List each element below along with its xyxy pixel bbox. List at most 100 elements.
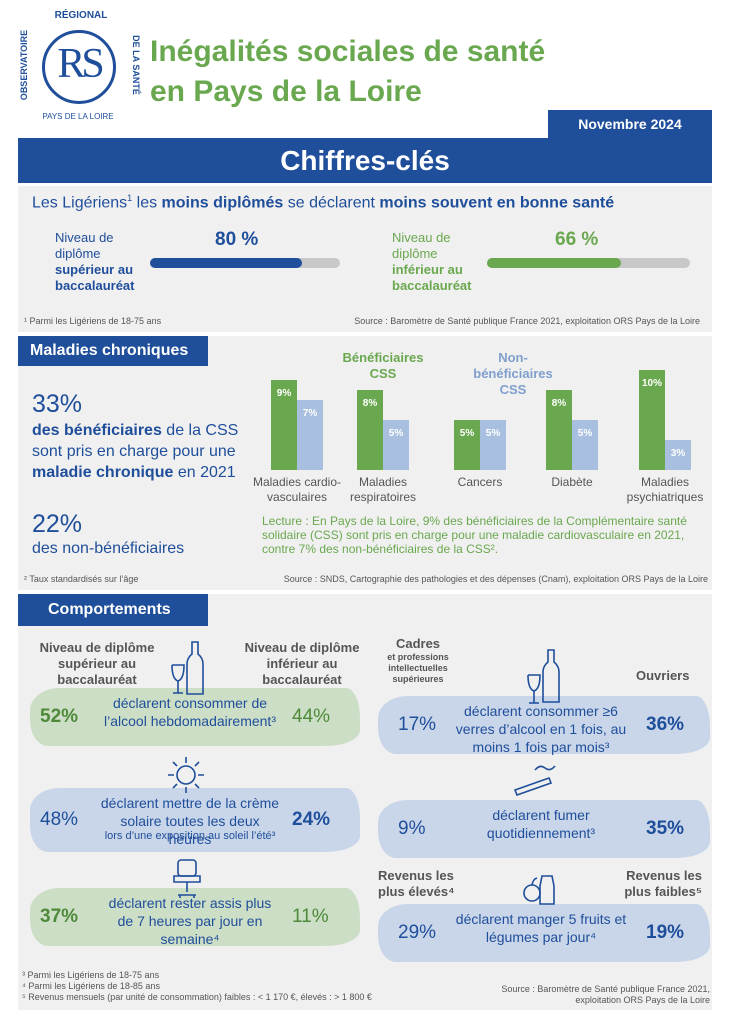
text: maladie chronique xyxy=(32,464,174,481)
group-header: Ouvriers xyxy=(636,668,690,683)
group-header-note: et professions intellectuelles supérieur… xyxy=(387,652,449,684)
behavior-note: lors d’une exposition au soleil l’été³ xyxy=(104,830,276,842)
behavior-text: déclarent fumer quotidiennement³ xyxy=(486,807,596,841)
value-label: 8% xyxy=(551,398,567,409)
bar xyxy=(480,420,506,470)
logo-mark: RS xyxy=(57,41,104,87)
brush xyxy=(378,696,710,754)
bar xyxy=(271,380,297,470)
value-label: 9% xyxy=(276,388,292,399)
education-headline: Les Ligériens1 les moins diplômés se déc… xyxy=(32,193,614,212)
category-label: vasculaires xyxy=(266,490,328,504)
behavior-text: déclarent rester assis plus de 7 heures … xyxy=(108,895,272,947)
category-label: Maladies xyxy=(640,475,690,489)
group-header: Niveau de diplôme supérieur au baccalaur… xyxy=(39,640,155,687)
text: moins diplômés xyxy=(161,194,284,212)
category-label: psychiatriques xyxy=(626,490,704,504)
category-label: Cancers xyxy=(457,475,503,489)
bar xyxy=(639,370,665,470)
group-header: Niveau de diplôme inférieur au baccalaur… xyxy=(244,640,360,687)
icon-chair xyxy=(173,859,201,898)
source: Source : Baromètre de Santé publique Fra… xyxy=(501,984,710,1005)
pct-left: 48% xyxy=(40,809,79,830)
brush xyxy=(30,688,360,746)
value-label: 5% xyxy=(459,428,475,439)
bar-label: diplôme xyxy=(392,246,438,261)
value-label: 8% xyxy=(362,398,378,409)
date: Novembre 2024 xyxy=(548,110,712,140)
source: Source : Baromètre de Santé publique Fra… xyxy=(354,316,700,326)
bar-value: 66 % xyxy=(555,229,599,250)
value-label: 7% xyxy=(302,408,318,419)
text: en 2021 xyxy=(173,464,236,481)
bar-label: baccalauréat xyxy=(55,278,135,293)
banner: Chiffres-clés xyxy=(18,138,712,183)
text: se déclarent xyxy=(283,194,380,212)
bar xyxy=(150,258,302,268)
category-label: Maladies xyxy=(358,475,408,489)
text: de la CSS sont pris en charge pour une xyxy=(32,422,239,460)
bar-label: Niveau de xyxy=(55,230,114,245)
pct-left: 17% xyxy=(398,714,437,735)
behaviors-title: Comportements xyxy=(18,594,208,626)
bar-label: diplôme xyxy=(55,246,101,261)
footnote: ³ Parmi les Ligériens de 18-75 ans xyxy=(22,970,160,980)
pct-left: 9% xyxy=(398,818,426,839)
title-line: en Pays de la Loire xyxy=(150,75,422,108)
footnote: ² Taux standardisés sur l’âge xyxy=(24,574,139,584)
pct-right: 44% xyxy=(292,706,331,727)
value-label: 5% xyxy=(577,428,593,439)
icon-fruit xyxy=(523,875,555,905)
pct-left: 52% xyxy=(40,706,79,727)
bar-label: baccalauréat xyxy=(392,278,472,293)
icon-cigarette xyxy=(513,765,556,797)
title: Inégalités sociales de santé en Pays de … xyxy=(150,32,545,112)
stat: 33% xyxy=(32,390,83,418)
bar xyxy=(454,420,480,470)
brush xyxy=(30,888,360,946)
title-line: Inégalités sociales de santé xyxy=(150,35,546,68)
bar xyxy=(487,258,621,268)
stat: 22% xyxy=(32,510,83,538)
logo: RÉGIONAL OBSERVATOIRE DE LA SANTÉ PAYS D… xyxy=(18,8,141,128)
bar xyxy=(383,420,409,470)
bar xyxy=(357,390,383,470)
bar xyxy=(665,440,691,470)
value-label: 10% xyxy=(641,378,662,389)
pct-right: 24% xyxy=(292,809,331,830)
source: Source : SNDS, Cartographie des patholog… xyxy=(283,574,708,584)
bar-label: inférieur au xyxy=(392,262,463,277)
legend-entry: Non-bénéficiaires CSS xyxy=(473,350,553,397)
group-header: Revenus les plus faibles⁵ xyxy=(624,868,702,899)
bar-label: supérieur au xyxy=(55,262,134,277)
bar xyxy=(572,420,598,470)
brush xyxy=(378,800,710,858)
pct-right: 19% xyxy=(646,922,685,943)
category-label: Diabète xyxy=(551,475,593,489)
logo-bottom: PAYS DE LA LOIRE xyxy=(42,112,114,121)
behavior-text: déclarent manger 5 fruits et légumes par… xyxy=(455,911,627,945)
legend-entry: Bénéficiaires CSS xyxy=(342,350,424,381)
group-header: Revenus les plus élevés⁴ xyxy=(378,868,455,899)
category-label: Maladies cardio- xyxy=(252,475,342,489)
group-header: Cadres xyxy=(395,636,441,651)
bar-value: 80 % xyxy=(215,229,259,250)
value-label: 5% xyxy=(388,428,404,439)
pct-right: 11% xyxy=(292,906,329,927)
icon-alcohol xyxy=(171,641,560,704)
text: les xyxy=(132,194,162,212)
text: moins souvent en bonne santé xyxy=(379,194,615,212)
bar-label: Niveau de xyxy=(392,230,451,245)
value-label: 5% xyxy=(485,428,501,439)
reading: Lecture : En Pays de la Loire, 9% des bé… xyxy=(262,514,687,556)
logo-circle xyxy=(42,30,116,104)
bar xyxy=(546,390,572,470)
text: Les Ligériens xyxy=(32,194,128,212)
text: des bénéficiaires xyxy=(32,422,162,439)
footnotes: ³ Parmi les Ligériens de 18-75 ans ⁴ Par… xyxy=(22,970,372,1003)
footnote: ⁴ Parmi les Ligériens de 18-85 ans xyxy=(22,981,160,991)
pct-left: 29% xyxy=(398,922,437,943)
stat-text: des bénéficiaires de la CSS sont pris en… xyxy=(32,420,257,483)
